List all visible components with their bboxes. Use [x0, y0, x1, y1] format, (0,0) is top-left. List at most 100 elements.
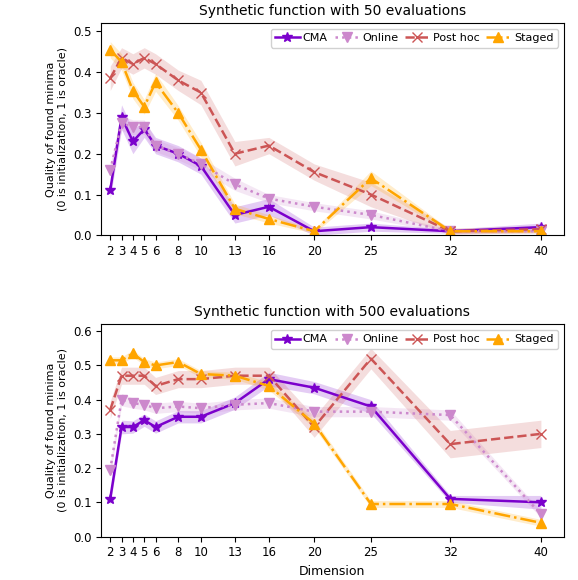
Online [368, 212, 375, 219]
Post hoc [265, 142, 272, 149]
Online [538, 228, 544, 235]
Online [118, 396, 125, 403]
Online [231, 181, 238, 188]
Post hoc [198, 89, 205, 96]
Staged [152, 362, 159, 369]
Online [231, 401, 238, 408]
Staged [129, 350, 136, 357]
Staged [538, 519, 544, 526]
Staged [118, 357, 125, 364]
Staged [447, 228, 454, 235]
Staged [538, 228, 544, 235]
Online [447, 412, 454, 419]
Online [129, 124, 136, 130]
Online [175, 403, 181, 410]
Online [538, 511, 544, 518]
CMA [311, 228, 318, 235]
CMA [231, 400, 238, 407]
Staged [175, 110, 181, 117]
CMA [368, 224, 375, 231]
Online [447, 228, 454, 235]
CMA [368, 403, 375, 410]
Title: Synthetic function with 50 evaluations: Synthetic function with 50 evaluations [199, 4, 466, 18]
Title: Synthetic function with 500 evaluations: Synthetic function with 500 evaluations [194, 305, 470, 319]
Staged [129, 87, 136, 94]
Online [129, 400, 136, 407]
Staged [368, 175, 375, 182]
Line: CMA: CMA [105, 374, 546, 507]
CMA [118, 423, 125, 430]
Post hoc [152, 382, 159, 389]
Staged [198, 371, 205, 378]
Online [141, 401, 148, 408]
Staged [141, 358, 148, 365]
CMA [538, 499, 544, 506]
X-axis label: Dimension: Dimension [299, 565, 365, 578]
Legend: CMA, Online, Post hoc, Staged: CMA, Online, Post hoc, Staged [271, 29, 558, 48]
Post hoc [118, 372, 125, 379]
CMA [198, 162, 205, 169]
Staged [231, 372, 238, 379]
Staged [141, 103, 148, 110]
Online [175, 150, 181, 157]
Online [107, 466, 114, 473]
Y-axis label: Quality of found minima
(0 is initialization, 1 is oracle): Quality of found minima (0 is initializa… [46, 47, 67, 211]
Staged [231, 205, 238, 212]
CMA [118, 114, 125, 121]
CMA [447, 228, 454, 235]
Post hoc [311, 423, 318, 430]
CMA [107, 495, 114, 502]
Line: Online: Online [105, 118, 546, 236]
Post hoc [368, 355, 375, 362]
Staged [265, 216, 272, 223]
CMA [129, 138, 136, 145]
Staged [265, 382, 272, 389]
Online [265, 400, 272, 407]
Post hoc [107, 407, 114, 414]
Post hoc [129, 372, 136, 379]
Line: CMA: CMA [105, 112, 546, 236]
CMA [152, 423, 159, 430]
CMA [311, 384, 318, 391]
Line: Staged: Staged [105, 349, 546, 528]
Post hoc [118, 55, 125, 61]
Staged [107, 357, 114, 364]
Post hoc [141, 55, 148, 61]
Staged [311, 228, 318, 235]
CMA [231, 212, 238, 219]
Online [198, 161, 205, 168]
Post hoc [141, 372, 148, 379]
Post hoc [447, 228, 454, 235]
Online [311, 203, 318, 210]
Post hoc [175, 376, 181, 383]
CMA [198, 414, 205, 420]
Post hoc [198, 376, 205, 383]
Online [265, 195, 272, 202]
CMA [141, 126, 148, 133]
Y-axis label: Quality of found minima
(0 is initialization, 1 is oracle): Quality of found minima (0 is initializa… [46, 349, 67, 513]
Online [107, 166, 114, 173]
Staged [311, 420, 318, 427]
Staged [107, 46, 114, 53]
CMA [538, 224, 544, 231]
Line: Online: Online [105, 395, 546, 519]
Post hoc [368, 191, 375, 198]
Post hoc [311, 169, 318, 176]
Legend: CMA, Online, Post hoc, Staged: CMA, Online, Post hoc, Staged [271, 330, 558, 349]
Staged [118, 59, 125, 66]
Online [198, 405, 205, 412]
Staged [198, 146, 205, 153]
Staged [447, 501, 454, 508]
Post hoc [447, 441, 454, 448]
Post hoc [129, 60, 136, 67]
Line: Staged: Staged [105, 45, 546, 236]
Online [311, 408, 318, 415]
Online [152, 405, 159, 412]
Line: Post hoc: Post hoc [105, 53, 546, 236]
Online [368, 408, 375, 415]
Post hoc [231, 372, 238, 379]
Post hoc [265, 372, 272, 379]
Online [118, 119, 125, 126]
Post hoc [231, 150, 238, 157]
Online [152, 142, 159, 149]
